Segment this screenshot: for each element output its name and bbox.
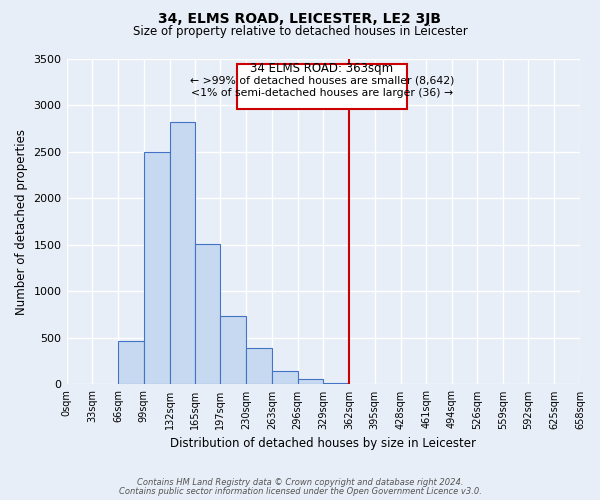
Text: <1% of semi-detached houses are larger (36) →: <1% of semi-detached houses are larger (… [191, 88, 453, 99]
Bar [236, 64, 407, 109]
Text: ← >99% of detached houses are smaller (8,642): ← >99% of detached houses are smaller (8… [190, 76, 454, 86]
Bar [323, 383, 349, 384]
Bar [220, 316, 246, 384]
Bar [298, 379, 323, 384]
Y-axis label: Number of detached properties: Number of detached properties [15, 128, 28, 314]
Bar [246, 348, 272, 385]
Bar [144, 152, 170, 384]
Text: 34, ELMS ROAD, LEICESTER, LE2 3JB: 34, ELMS ROAD, LEICESTER, LE2 3JB [158, 12, 442, 26]
Text: Size of property relative to detached houses in Leicester: Size of property relative to detached ho… [133, 25, 467, 38]
Text: Contains public sector information licensed under the Open Government Licence v3: Contains public sector information licen… [119, 487, 481, 496]
Text: Contains HM Land Registry data © Crown copyright and database right 2024.: Contains HM Land Registry data © Crown c… [137, 478, 463, 487]
Bar [272, 372, 298, 384]
Text: 34 ELMS ROAD: 363sqm: 34 ELMS ROAD: 363sqm [250, 62, 393, 76]
Bar [195, 244, 220, 384]
Bar [118, 340, 144, 384]
Bar [170, 122, 195, 384]
X-axis label: Distribution of detached houses by size in Leicester: Distribution of detached houses by size … [170, 437, 476, 450]
